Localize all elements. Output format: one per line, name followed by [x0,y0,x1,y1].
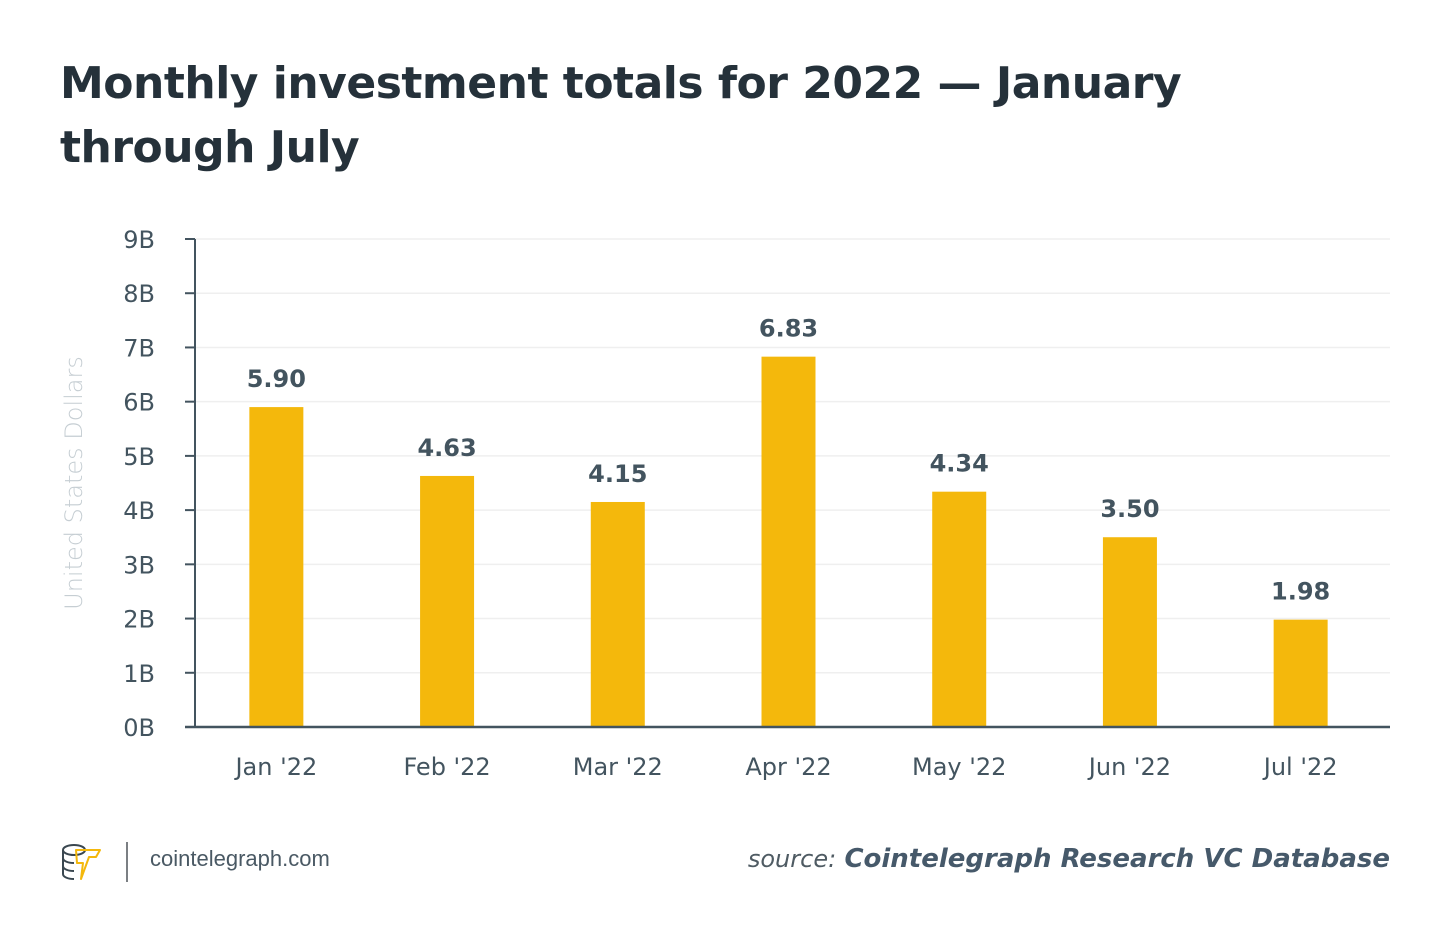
value-label: 6.83 [759,315,818,343]
bar [1102,537,1157,727]
bar [590,501,645,727]
x-tick-label: Jun '22 [1087,753,1171,781]
value-label: 4.34 [930,450,989,478]
value-label: 3.50 [1100,495,1159,523]
y-tick-label: 2B [123,606,155,634]
footer-divider [126,842,128,882]
bar [1273,619,1328,727]
x-tick-label: Apr '22 [745,753,831,781]
y-axis-label: United States Dollars [60,356,88,610]
y-tick-label: 4B [123,497,155,525]
source-value: Cointelegraph Research VC Database [844,844,1390,874]
value-label: 5.90 [247,365,306,393]
y-tick-label: 0B [123,714,155,742]
x-tick-label: May '22 [912,753,1006,781]
value-labels: 5.90 4.63 4.15 6.83 4.34 3.50 1.98 [247,315,1331,606]
bar [249,407,304,727]
source-label: source: [747,845,837,873]
value-label: 4.63 [417,434,476,462]
x-tick-label: Mar '22 [573,753,663,781]
y-tick-label: 5B [123,443,155,471]
value-label: 1.98 [1271,578,1330,606]
y-tick-label: 3B [123,551,155,579]
cointelegraph-logo-icon [60,842,106,888]
chart-title: Monthly investment totals for 2022 — Jan… [60,58,1182,173]
y-tick-label: 8B [123,280,155,308]
value-label: 4.15 [588,460,647,488]
y-tick-label: 9B [123,226,155,254]
bar [761,356,816,727]
y-tick-label: 1B [123,660,155,688]
x-axis: Jan '22 Feb '22 Mar '22 Apr '22 May '22 Jun '… [185,725,1390,781]
source-credit: source: Cointelegraph Research VC Databa… [748,844,1390,874]
y-axis: 0B 1B 2B 3B 4B 5B 6B 7B 8B 9B [123,226,196,742]
x-tick-label: Jul '22 [1262,753,1338,781]
footer-site-link[interactable]: cointelegraph.com [150,846,330,871]
x-tick-label: Feb '22 [403,753,490,781]
y-tick-label: 6B [123,389,155,417]
bars [249,356,1328,727]
x-tick-label: Jan '22 [233,753,317,781]
y-tick-label: 7B [123,334,155,362]
bar [932,491,987,727]
bar [420,475,475,727]
